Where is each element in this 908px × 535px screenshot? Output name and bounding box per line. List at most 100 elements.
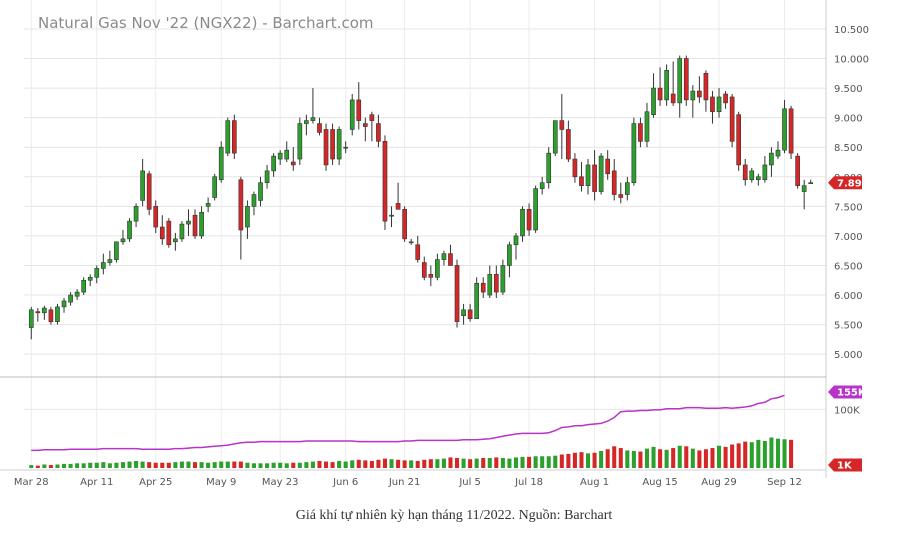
volume-bar (625, 450, 630, 468)
candle-down (415, 244, 421, 260)
volume-bar (540, 456, 545, 468)
candle-down (592, 164, 597, 192)
candle-up (284, 149, 290, 160)
volume-bar (225, 461, 230, 468)
volume-bar (743, 441, 748, 468)
candle-up (42, 307, 47, 314)
y-tick-label: 10.500 (834, 25, 869, 36)
volume-bar (762, 441, 767, 468)
volume-bar (297, 462, 302, 468)
candle-up (28, 309, 34, 328)
volume-bar (134, 460, 139, 468)
candle-up (808, 182, 814, 184)
volume-bar (500, 458, 505, 468)
candle-up (100, 262, 106, 269)
candle-up (461, 309, 466, 317)
volume-oi-badge: 155K (828, 385, 867, 399)
volume-bar (546, 456, 551, 468)
candle-down (611, 170, 617, 195)
candle-down (369, 114, 375, 121)
volume-bar (61, 463, 67, 468)
y-tick-label: 5.500 (834, 321, 863, 332)
candle-down (48, 309, 54, 322)
volume-low-badge-shape (828, 458, 862, 472)
volume-bar (690, 448, 695, 468)
volume-bar (271, 462, 276, 468)
candle-up (651, 87, 656, 115)
volume-bar (618, 448, 623, 468)
volume-bar (494, 457, 499, 468)
candle-up (107, 259, 113, 263)
candle-down (703, 73, 709, 101)
candle-down (192, 214, 198, 237)
volume-bar (55, 464, 60, 468)
volume-low-badge: 1K (828, 458, 862, 472)
candle-up (297, 123, 303, 160)
candle-up (343, 146, 349, 149)
y-tick-label: 9.500 (834, 84, 863, 95)
volume-bar (35, 465, 40, 468)
volume-bar (441, 458, 446, 468)
candle-up (749, 170, 755, 181)
candle-up (258, 182, 263, 201)
candle-down (795, 155, 800, 186)
volume-oi-label: 155K (837, 388, 867, 399)
volume-bar (566, 453, 571, 468)
candle-up (225, 120, 231, 154)
volume-bar (599, 450, 604, 468)
candle-up (500, 265, 506, 293)
candle-down (526, 209, 532, 231)
volume-bar (533, 456, 538, 468)
candle-up (212, 176, 218, 198)
volume-tick-label: 100K (834, 405, 860, 416)
y-tick-label: 9.000 (834, 114, 863, 125)
candle-down (382, 141, 388, 222)
y-tick-label: 7.000 (834, 232, 863, 243)
volume-bar (775, 438, 781, 468)
volume-bar (644, 448, 650, 468)
volume-bar (782, 439, 787, 468)
volume-bar (513, 457, 519, 468)
volume-bar (710, 448, 715, 468)
last-price-badge: 7.899 (828, 176, 869, 190)
x-tick-label: May 9 (206, 477, 236, 488)
volume-bar (192, 462, 198, 468)
volume-bar (206, 462, 211, 468)
volume-bar (474, 458, 479, 468)
candle-down (467, 309, 473, 319)
candle-down (657, 87, 663, 101)
candle-up (133, 206, 139, 222)
candle-up (690, 90, 696, 101)
candle-down (454, 265, 460, 322)
candle-down (638, 123, 643, 142)
candle-up (205, 203, 211, 207)
x-tick-label: Jul 18 (514, 477, 543, 488)
volume-bar (245, 462, 250, 468)
last-price-badge-shape (828, 176, 862, 190)
y-tick-label: 5.000 (834, 350, 863, 361)
volume-bar (376, 459, 381, 468)
candle-up (389, 214, 394, 217)
volume-bar (671, 448, 676, 468)
volume-bar (703, 449, 708, 468)
candle-down (788, 108, 794, 154)
candle-up (716, 96, 722, 113)
volume-bar (251, 463, 257, 468)
candle-down (238, 179, 244, 231)
candle-down (579, 176, 584, 186)
x-tick-label: Jul 5 (458, 477, 481, 488)
volume-bars (29, 437, 794, 468)
open-interest-line (31, 394, 785, 452)
volume-bar (42, 464, 47, 468)
volume-bar (304, 462, 309, 468)
candle-up (520, 209, 525, 237)
volume-bar (684, 446, 689, 468)
candle-down (697, 90, 702, 98)
candle-down (723, 93, 728, 104)
volume-bar (454, 458, 460, 468)
x-tick-label: May 23 (262, 477, 299, 488)
candle-down (362, 123, 368, 127)
candle-up (644, 111, 650, 142)
candle-up (775, 149, 781, 157)
